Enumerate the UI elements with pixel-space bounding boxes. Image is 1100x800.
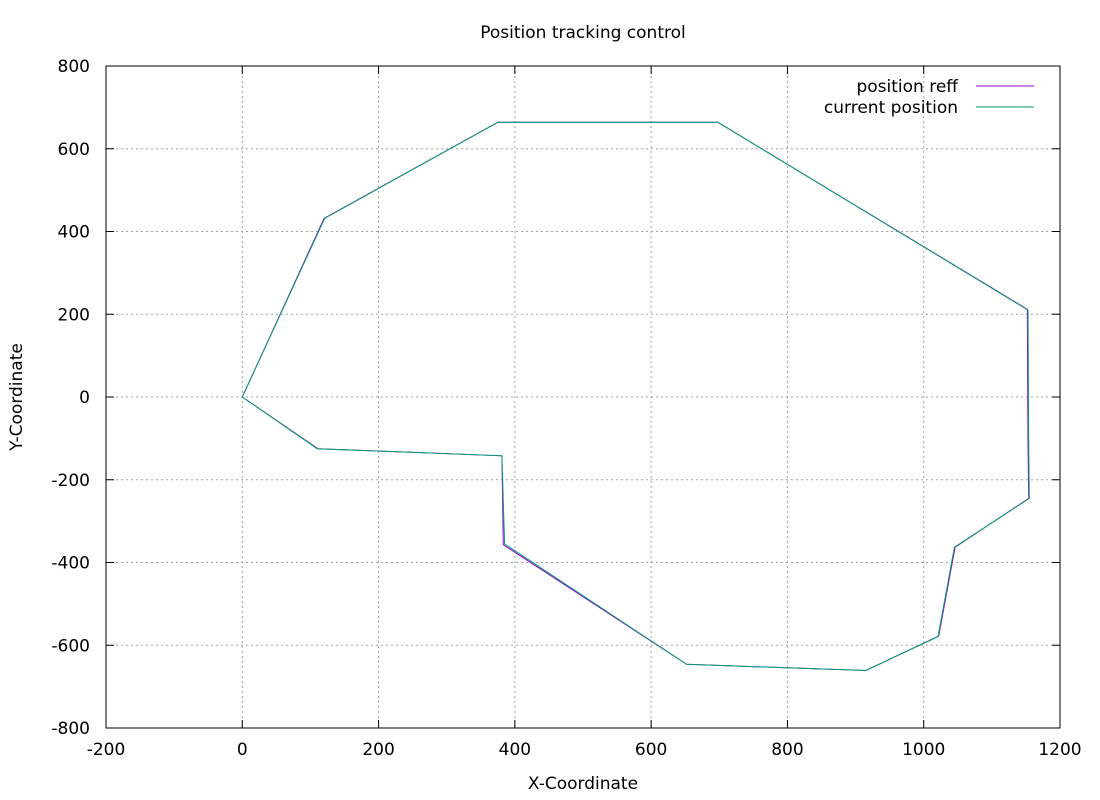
legend-label-1: position reff <box>856 77 959 97</box>
y-tick-label: 800 <box>58 57 90 77</box>
x-tick-label: 200 <box>362 740 394 760</box>
series-lines <box>241 121 1030 672</box>
series-line-1 <box>241 121 1030 672</box>
y-tick-label: -400 <box>51 554 90 574</box>
legend-label-2: current position <box>824 98 958 118</box>
x-tick-label: -200 <box>87 740 126 760</box>
y-axis-label: Y-Coordinate <box>7 343 27 452</box>
x-tick-label: 1000 <box>902 740 945 760</box>
x-tick-label: 600 <box>635 740 667 760</box>
y-tick-label: -800 <box>51 719 90 739</box>
series-line-2 <box>241 121 1030 672</box>
grid <box>106 66 1060 728</box>
y-tick-label: 400 <box>58 223 90 243</box>
axis-ticks: -200 0 200 400 600 800 1000 1200 -800 -600 -400 -20… <box>51 57 1081 760</box>
y-tick-label: 0 <box>79 388 90 408</box>
y-tick-label: 600 <box>58 140 90 160</box>
x-axis-label: X-Coordinate <box>528 774 638 794</box>
x-tick-label: 0 <box>237 740 248 760</box>
x-tick-label: 800 <box>771 740 803 760</box>
y-tick-label: -600 <box>51 636 90 656</box>
x-tick-label: 400 <box>499 740 531 760</box>
x-tick-label: 1200 <box>1038 740 1081 760</box>
chart-title: Position tracking control <box>480 23 685 43</box>
y-tick-label: -200 <box>51 471 90 491</box>
y-tick-label: 200 <box>58 305 90 325</box>
